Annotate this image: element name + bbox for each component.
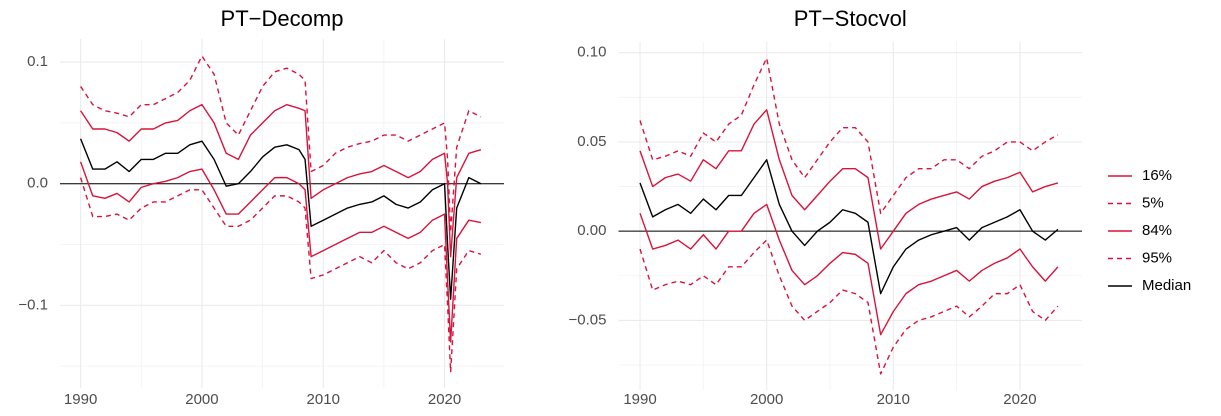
y-tick-label: 0.0 (27, 175, 48, 192)
x-tick-label: 2000 (185, 391, 218, 408)
y-tick-label: 0.00 (577, 222, 606, 239)
legend-label: 84% (1142, 222, 1172, 239)
y-tick-label: −0.1 (18, 296, 48, 313)
chart-title: PT−Stocvol (794, 6, 907, 31)
y-tick-label: 0.10 (577, 44, 606, 61)
series-line (80, 55, 482, 234)
legend-label: 5% (1142, 194, 1164, 211)
legend-label: 95% (1142, 249, 1172, 266)
series-line (80, 103, 482, 258)
x-tick-label: 1990 (64, 391, 97, 408)
x-tick-label: 1990 (623, 391, 656, 408)
x-tick-label: 2010 (307, 391, 340, 408)
legend-label: Median (1142, 277, 1191, 294)
x-tick-label: 2020 (428, 391, 461, 408)
y-tick-label: 0.1 (27, 53, 48, 70)
series-line (639, 203, 1059, 336)
legend-label: 16% (1142, 167, 1172, 184)
series-line (79, 161, 482, 343)
y-tick-label: −0.05 (569, 311, 607, 328)
series-line (79, 177, 482, 373)
y-tick-label: 0.05 (577, 133, 606, 150)
x-tick-label: 2020 (1003, 391, 1036, 408)
series-line (639, 57, 1059, 215)
series-line (639, 109, 1059, 250)
x-tick-label: 2010 (877, 391, 910, 408)
series-line (79, 138, 482, 300)
chart-title: PT−Decomp (221, 6, 344, 31)
x-tick-label: 2000 (750, 391, 783, 408)
series-line (639, 239, 1059, 375)
series-line (639, 159, 1059, 295)
